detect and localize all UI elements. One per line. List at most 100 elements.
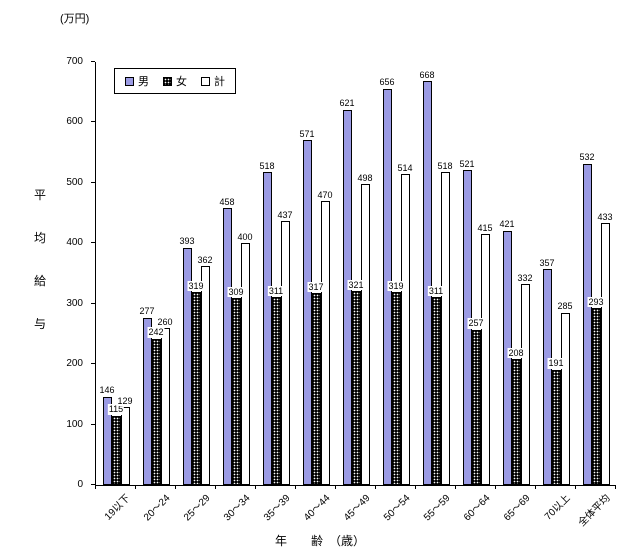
y-tick-label: 100 bbox=[66, 418, 83, 430]
bar-value-label: 498 bbox=[356, 172, 374, 184]
bar-計: 470 bbox=[316, 189, 334, 485]
bar-group: 146 115 129 bbox=[98, 385, 134, 485]
bar-女: 319 bbox=[387, 280, 405, 485]
x-tick-mark bbox=[135, 486, 136, 489]
y-tick-mark bbox=[91, 121, 95, 123]
y-tick-mark bbox=[91, 484, 95, 485]
legend-swatch bbox=[125, 76, 134, 86]
y-tick-mark bbox=[91, 181, 95, 183]
bar-value-label: 357 bbox=[538, 257, 556, 269]
bar-value-label: 433 bbox=[596, 212, 614, 223]
bar-group: 668 311 518 bbox=[418, 70, 454, 485]
y-tick-label: 0 bbox=[77, 479, 83, 490]
x-tick-mark bbox=[215, 486, 216, 489]
bar-女: 311 bbox=[427, 285, 445, 485]
bar-value-label: 400 bbox=[236, 231, 254, 243]
bar-value-label: 309 bbox=[227, 286, 245, 298]
x-category-label: 40～44 bbox=[302, 492, 333, 524]
bar-value-label: 518 bbox=[436, 160, 454, 171]
bar-group: 521 257 415 bbox=[458, 158, 494, 485]
x-tick-mark bbox=[255, 486, 256, 489]
bar-女: 115 bbox=[107, 404, 125, 485]
bar-計: 433 bbox=[596, 212, 614, 485]
bar-value-label: 532 bbox=[578, 152, 596, 163]
y-axis-title-char: 与 bbox=[34, 317, 47, 331]
x-tick-mark bbox=[175, 486, 176, 489]
y-tick-label: 500 bbox=[66, 176, 83, 188]
y-tick-label: 400 bbox=[66, 237, 83, 249]
bar-value-label: 146 bbox=[98, 385, 116, 396]
bar-value-label: 514 bbox=[396, 163, 414, 174]
legend-swatch bbox=[201, 76, 210, 86]
x-tick-mark bbox=[535, 486, 536, 489]
bar-value-label: 668 bbox=[418, 70, 436, 81]
bar-value-label: 242 bbox=[147, 327, 165, 338]
bar-value-label: 437 bbox=[276, 209, 294, 220]
bar-value-label: 319 bbox=[187, 280, 205, 292]
x-category-label: 30～34 bbox=[222, 492, 253, 524]
x-category-label: 70以上 bbox=[542, 492, 573, 523]
y-tick-label: 300 bbox=[66, 297, 83, 309]
bar-計: 415 bbox=[476, 222, 494, 485]
y-tick-label: 700 bbox=[66, 56, 83, 67]
plot-area: 男 女 計 146 115 129 277 242 260 393 319 362 458 309 400… bbox=[95, 62, 616, 486]
y-axis-unit-label: (万円) bbox=[60, 13, 90, 25]
y-tick-mark bbox=[91, 302, 95, 304]
bars-container: 146 115 129 277 242 260 393 319 362 458 309 400 518 3… bbox=[96, 62, 616, 485]
bar-計: 437 bbox=[276, 209, 294, 485]
bar-value-label: 332 bbox=[516, 273, 534, 284]
bar-group: 277 242 260 bbox=[138, 306, 174, 485]
y-tick-label: 200 bbox=[66, 358, 83, 370]
bar-男: 532 bbox=[578, 152, 596, 485]
bar-group: 656 319 514 bbox=[378, 77, 414, 485]
bar-value-label: 421 bbox=[498, 219, 516, 230]
bar-男: 357 bbox=[538, 257, 556, 485]
bar-value-label: 319 bbox=[387, 280, 405, 292]
bar-女: 319 bbox=[187, 280, 205, 485]
bar-value-label: 415 bbox=[476, 222, 494, 234]
y-tick-mark bbox=[91, 423, 95, 425]
bar-value-label: 208 bbox=[507, 347, 525, 359]
x-tick-mark bbox=[335, 486, 336, 489]
legend-label: 男 bbox=[138, 76, 149, 88]
bar-value-label: 311 bbox=[427, 285, 445, 297]
legend: 男女計 bbox=[114, 68, 236, 94]
bar-value-label: 470 bbox=[316, 189, 334, 200]
legend-item-女: 女 bbox=[163, 73, 187, 89]
x-axis-labels: 19以下 20～24 25～29 30～34 35～39 40～44 45～49 50～54 5… bbox=[95, 490, 615, 536]
bar-group: 421 208 332 bbox=[498, 219, 534, 485]
y-axis-title-char: 均 bbox=[34, 231, 47, 245]
bar-女: 242 bbox=[147, 327, 165, 485]
x-tick-mark bbox=[375, 486, 376, 489]
bar-男: 668 bbox=[418, 70, 436, 485]
bar-計: 260 bbox=[156, 316, 174, 485]
bar-value-label: 518 bbox=[258, 160, 276, 171]
bar-計: 498 bbox=[356, 172, 374, 485]
bar-value-label: 257 bbox=[467, 318, 485, 329]
bar-男: 146 bbox=[98, 385, 116, 485]
x-tick-mark bbox=[455, 486, 456, 489]
x-category-label: 20～24 bbox=[142, 492, 173, 524]
x-category-label: 35～39 bbox=[262, 492, 293, 524]
bar-group: 458 309 400 bbox=[218, 196, 254, 485]
bar-計: 514 bbox=[396, 163, 414, 485]
x-category-label: 65～69 bbox=[502, 492, 533, 524]
x-category-label: 45～49 bbox=[342, 492, 373, 524]
x-axis-title: 年 齢 （歳） bbox=[274, 534, 365, 548]
y-axis-ticks: 0 100 200 300 400 500 600 700 bbox=[0, 57, 95, 490]
y-axis-title-char: 給 bbox=[34, 274, 47, 288]
bar-女: 208 bbox=[507, 347, 525, 485]
bar-group: 357 191 285 bbox=[538, 257, 574, 485]
bar-男: 458 bbox=[218, 196, 236, 485]
bar-value-label: 656 bbox=[378, 77, 396, 88]
y-tick-mark bbox=[91, 363, 95, 365]
x-category-label: 60～64 bbox=[462, 492, 493, 524]
bar-女: 293 bbox=[587, 296, 605, 485]
x-tick-mark bbox=[495, 486, 496, 489]
bar-女: 257 bbox=[467, 318, 485, 485]
y-tick-mark bbox=[91, 61, 95, 62]
bar-女: 321 bbox=[347, 279, 365, 485]
bar-value-label: 260 bbox=[156, 316, 174, 327]
x-category-label: 55～59 bbox=[422, 492, 453, 524]
bar-女: 311 bbox=[267, 285, 285, 485]
